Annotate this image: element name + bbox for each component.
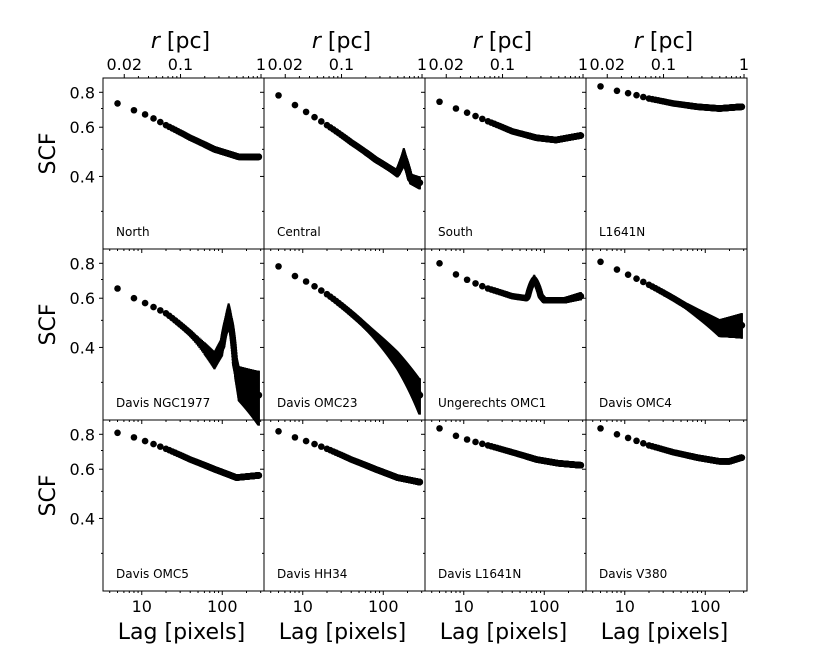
panel-label: Davis NGC1977 (116, 396, 210, 410)
panel-frame (102, 419, 265, 592)
panel-3: L1641N (582, 74, 748, 253)
data-point (640, 93, 647, 101)
data-point (472, 112, 479, 120)
panel-6: Ungerechts OMC1 (421, 248, 587, 424)
panel-frame (424, 77, 587, 250)
data-point (597, 83, 604, 90)
data-point (472, 280, 479, 287)
data-point (597, 258, 604, 266)
data-point (302, 108, 310, 116)
data-point (255, 153, 263, 161)
panel-5: Davis OMC23 (260, 248, 426, 424)
data-point (114, 100, 121, 107)
data-point (311, 113, 318, 121)
panel-9: Davis HH34 (260, 419, 426, 595)
data-point (130, 294, 138, 302)
data-point (452, 271, 460, 278)
data-point (157, 118, 164, 126)
data-point (577, 132, 585, 139)
panel-1: Central (260, 74, 426, 253)
panel-label: South (438, 225, 473, 239)
panel-label: Ungerechts OMC1 (438, 396, 546, 410)
panel-frame (263, 419, 426, 592)
data-point (738, 322, 746, 329)
panel-2: South (421, 74, 587, 253)
data-point (311, 440, 318, 448)
data-point (141, 437, 149, 445)
panel-label: North (116, 225, 150, 239)
panel-label: Central (277, 225, 321, 239)
data-point (738, 103, 746, 111)
data-point (463, 109, 471, 116)
data-point (291, 272, 299, 280)
panels-layer: North Central South L1641N Davis NGC1977 Davi… (99, 74, 748, 595)
data-point (291, 434, 299, 441)
panel-0: North (99, 74, 265, 253)
data-point (255, 391, 263, 399)
data-point (640, 278, 647, 286)
data-point (318, 287, 325, 294)
panel-8: Davis OMC5 (99, 419, 265, 595)
data-point (150, 440, 157, 448)
data-point (150, 115, 157, 122)
data-point (613, 87, 621, 95)
data-point (452, 105, 460, 112)
data-point (275, 92, 282, 99)
panel-frame (424, 248, 587, 421)
panel-label: Davis OMC4 (599, 396, 672, 410)
data-point (130, 434, 138, 441)
data-point (255, 472, 263, 479)
panel-label: Davis OMC5 (116, 567, 189, 581)
data-point (302, 278, 310, 285)
data-point (479, 282, 486, 290)
data-point (150, 303, 157, 311)
data-point (613, 266, 621, 273)
data-point (633, 91, 640, 99)
data-point (141, 299, 149, 307)
panel-7: Davis OMC4 (582, 248, 748, 424)
panel-label: L1641N (599, 225, 645, 239)
data-point (318, 118, 325, 125)
data-point (157, 443, 164, 450)
data-point (114, 285, 121, 292)
data-point (436, 259, 443, 267)
panel-frame (263, 248, 426, 421)
data-point (624, 271, 632, 278)
data-point (624, 89, 632, 97)
data-point (479, 115, 486, 123)
data-point (416, 391, 424, 399)
panel-frame (102, 77, 265, 250)
data-point (318, 443, 325, 450)
data-point (157, 307, 164, 314)
data-point (302, 437, 310, 445)
data-point (436, 98, 443, 106)
data-point (311, 282, 318, 290)
data-point (275, 263, 282, 270)
data-point (416, 179, 424, 186)
panel-4: Davis NGC1977 (99, 248, 265, 426)
data-point (141, 111, 149, 118)
data-point (291, 101, 299, 109)
data-point (463, 276, 471, 284)
data-point (114, 429, 121, 437)
panel-label: Davis OMC23 (277, 396, 358, 410)
data-point (130, 106, 138, 114)
data-point (275, 427, 282, 435)
data-point (633, 275, 640, 282)
